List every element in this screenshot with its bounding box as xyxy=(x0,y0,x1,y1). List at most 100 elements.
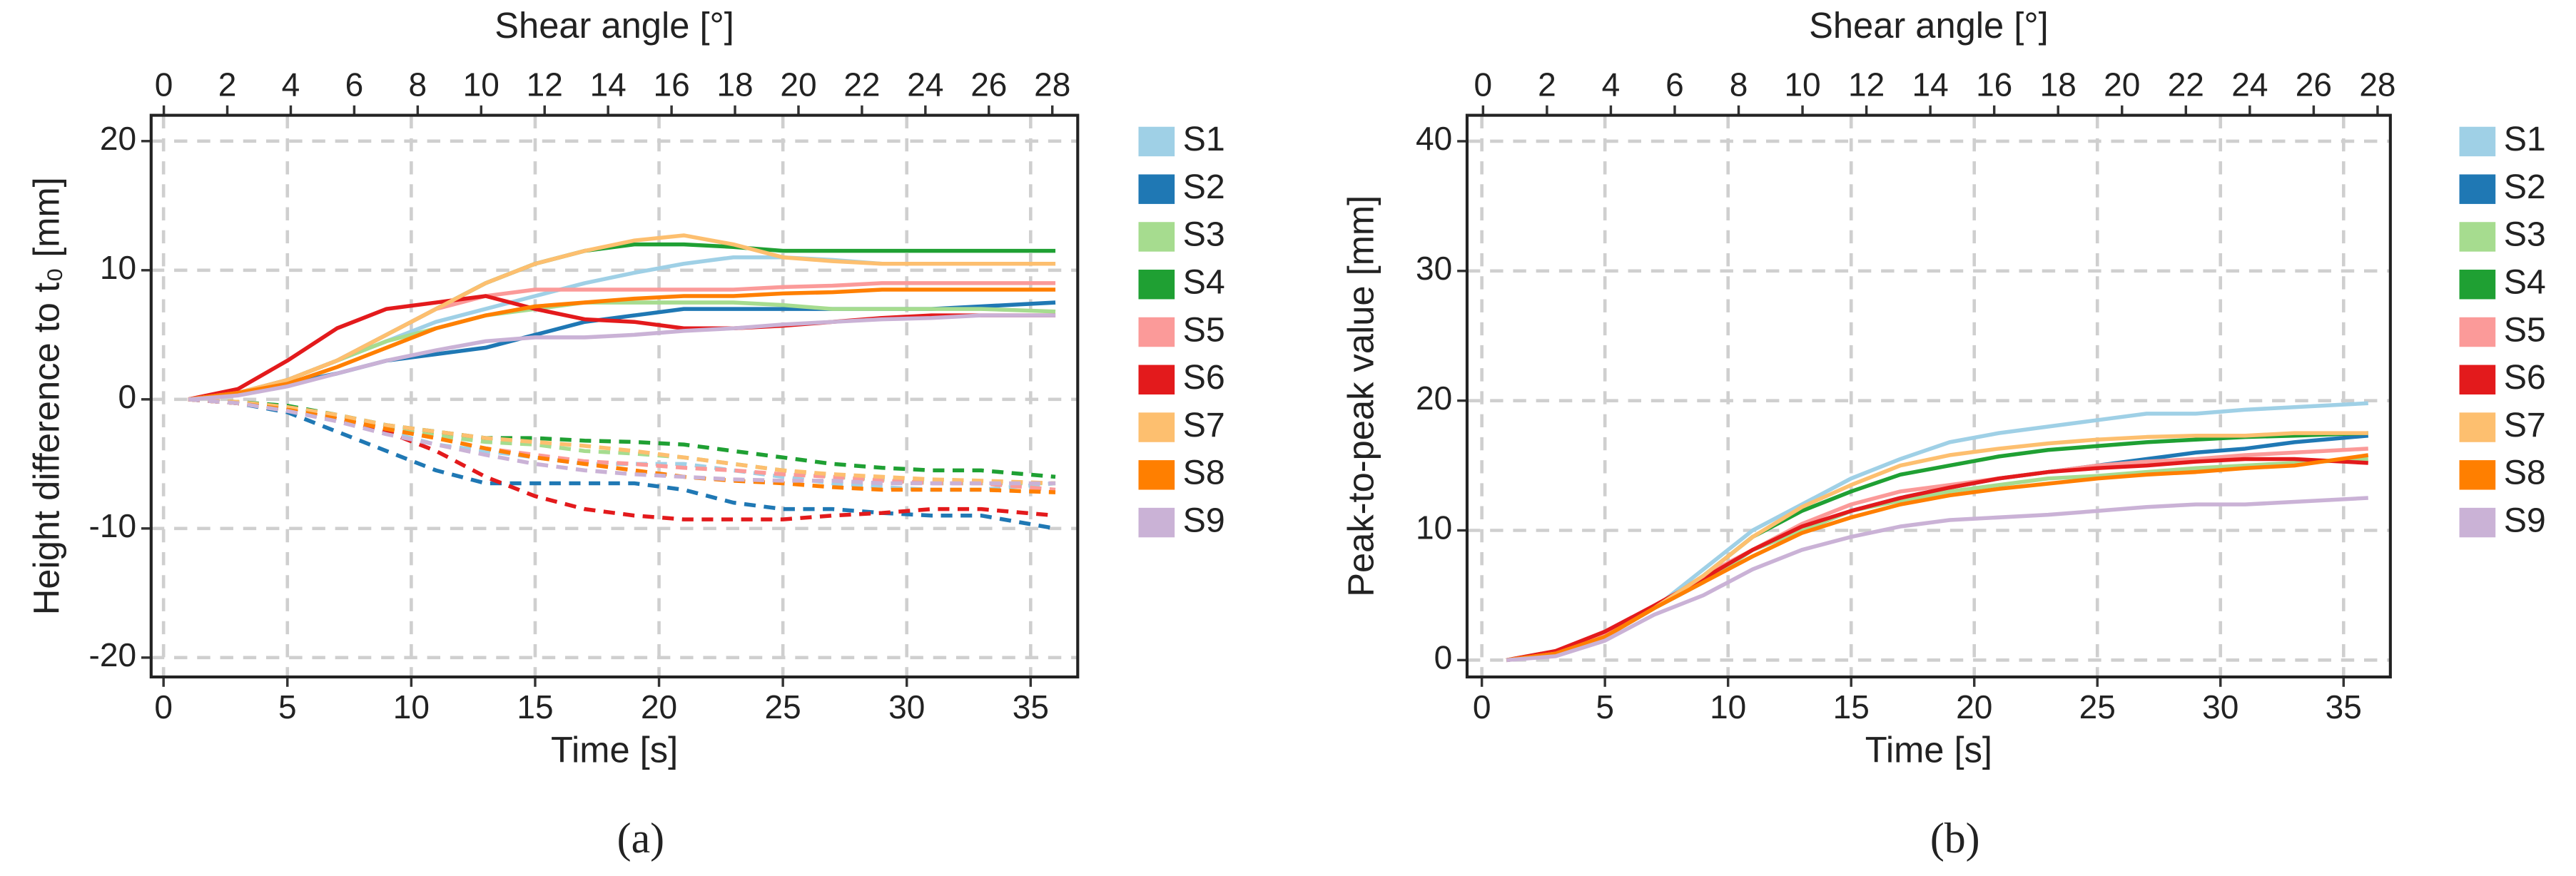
y-tick-label: 20 xyxy=(100,120,136,157)
x2-tick-label: 12 xyxy=(1848,66,1885,103)
legend-swatch xyxy=(2459,365,2496,394)
x-tick-label: 0 xyxy=(154,688,173,725)
legend-label: S3 xyxy=(2504,215,2546,254)
line xyxy=(188,294,1056,402)
x2-tick-label: 16 xyxy=(1976,66,2012,103)
line xyxy=(1506,457,2368,663)
legend-swatch xyxy=(2459,270,2496,300)
x2-tick-label: 0 xyxy=(1474,66,1493,103)
dashed-line xyxy=(188,397,1056,486)
legend-swatch xyxy=(1138,317,1175,347)
x-tick-label: 20 xyxy=(641,688,677,725)
panel-label: (b) xyxy=(1930,815,1980,862)
legend-swatch xyxy=(1138,174,1175,204)
legend-label: S9 xyxy=(2504,501,2546,539)
dashed-line xyxy=(188,397,1056,492)
x2-tick-label: 10 xyxy=(463,66,500,103)
legend-label: S4 xyxy=(1183,263,1225,302)
legend-swatch xyxy=(2459,174,2496,204)
y-tick-label: 0 xyxy=(1434,639,1453,676)
legend-label: S5 xyxy=(2504,310,2546,349)
x-tick-label: 0 xyxy=(1473,688,1491,725)
legend-swatch xyxy=(2459,222,2496,252)
line xyxy=(1506,453,2369,663)
y-tick-label: 20 xyxy=(1416,380,1452,417)
x-tick-label: 25 xyxy=(765,688,801,725)
panel-label: (a) xyxy=(617,815,664,862)
x2-tick-label: 26 xyxy=(2296,66,2332,103)
y-tick-label: 10 xyxy=(1416,509,1452,546)
legend-label: S3 xyxy=(1183,215,1225,254)
legend-swatch xyxy=(2459,317,2496,347)
x2-tick-label: 0 xyxy=(155,66,173,103)
x2-tick-label: 16 xyxy=(654,66,690,103)
y-tick-label: -10 xyxy=(89,507,137,544)
x2-tick-label: 8 xyxy=(1730,66,1748,103)
y-tick-label: 30 xyxy=(1416,250,1452,287)
legend-swatch xyxy=(1138,507,1175,538)
x2-tick-label: 14 xyxy=(590,66,627,103)
plot-frame xyxy=(1465,113,2392,679)
legend-swatch xyxy=(1138,270,1175,300)
x2-axis-title: Shear angle [°] xyxy=(1809,5,2049,46)
line xyxy=(188,313,1056,402)
x2-tick-label: 4 xyxy=(282,66,300,103)
legend-swatch xyxy=(2459,460,2496,490)
line xyxy=(188,233,1056,402)
dashed-line xyxy=(188,397,1056,492)
line xyxy=(1506,496,2368,663)
x-tick-label: 10 xyxy=(1710,688,1746,725)
legend-label: S9 xyxy=(1183,501,1225,539)
x2-tick-label: 24 xyxy=(2231,66,2268,103)
dashed-line xyxy=(188,397,1056,494)
x-tick-label: 25 xyxy=(2079,688,2116,725)
x2-tick-label: 10 xyxy=(1784,66,1820,103)
x2-tick-label: 12 xyxy=(527,66,563,103)
x-tick-label: 10 xyxy=(393,688,430,725)
legend-label: S5 xyxy=(1183,310,1225,349)
x2-tick-label: 4 xyxy=(1602,66,1621,103)
legend-swatch xyxy=(1138,222,1175,252)
x2-tick-label: 20 xyxy=(780,66,816,103)
x2-tick-label: 8 xyxy=(409,66,427,103)
x-tick-label: 20 xyxy=(1956,688,1992,725)
x2-tick-label: 28 xyxy=(2359,66,2395,103)
x-tick-label: 30 xyxy=(2202,688,2238,725)
legend-label: S2 xyxy=(1183,168,1225,206)
x2-tick-label: 20 xyxy=(2104,66,2140,103)
x2-tick-label: 24 xyxy=(907,66,943,103)
x-tick-label: 35 xyxy=(2326,688,2362,725)
legend-swatch xyxy=(1138,412,1175,442)
x-tick-label: 5 xyxy=(1596,688,1614,725)
x2-tick-label: 2 xyxy=(1538,66,1556,103)
legend-label: S8 xyxy=(1183,454,1225,492)
y-axis-title: Peak-to-peak value [mm] xyxy=(1340,195,1381,597)
legend-label: S4 xyxy=(2504,263,2546,302)
x2-tick-label: 14 xyxy=(1912,66,1949,103)
x2-tick-label: 18 xyxy=(2040,66,2076,103)
dashed-line xyxy=(188,397,1056,486)
x-tick-label: 15 xyxy=(517,688,553,725)
x-tick-label: 30 xyxy=(888,688,925,725)
x2-tick-label: 28 xyxy=(1034,66,1070,103)
line xyxy=(1506,447,2368,663)
y-tick-label: -20 xyxy=(89,636,137,673)
plot-frame xyxy=(149,113,1080,679)
y-tick-label: 40 xyxy=(1416,120,1452,157)
legend-label: S7 xyxy=(2504,406,2546,444)
x2-tick-label: 22 xyxy=(843,66,880,103)
x-axis-title: Time [s] xyxy=(1865,729,1992,770)
legend-label: S2 xyxy=(2504,168,2546,206)
y-tick-label: 0 xyxy=(118,378,136,415)
legend-label: S1 xyxy=(2504,120,2546,158)
legend-label: S8 xyxy=(2504,454,2546,492)
y-tick-label: 10 xyxy=(100,249,136,286)
x2-tick-label: 6 xyxy=(1665,66,1684,103)
legend-swatch xyxy=(2459,126,2496,157)
x2-tick-label: 22 xyxy=(2168,66,2204,103)
x-tick-label: 15 xyxy=(1833,688,1870,725)
legend-swatch xyxy=(1138,365,1175,394)
line xyxy=(188,287,1056,402)
